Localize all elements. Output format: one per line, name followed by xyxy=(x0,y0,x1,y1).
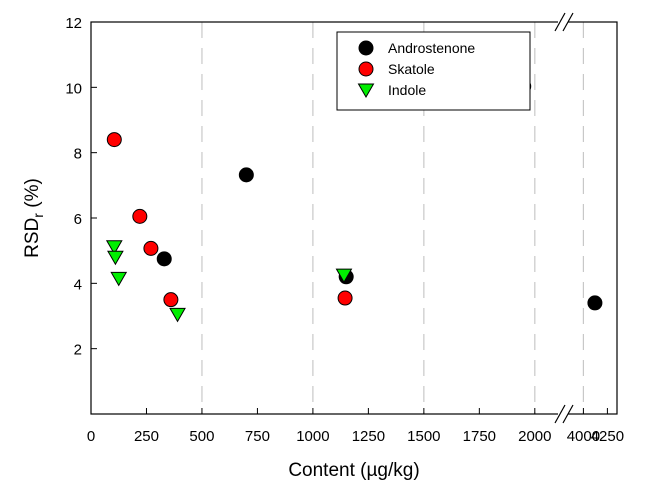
data-point-indole xyxy=(105,240,123,255)
x-tick-label: 4250 xyxy=(591,428,624,445)
data-point-androstenone xyxy=(238,167,254,183)
data-point-indole xyxy=(107,250,124,266)
data-points xyxy=(105,78,603,323)
data-point-skatole xyxy=(143,240,159,256)
y-tick-label: 2 xyxy=(74,342,82,359)
x-tick-label: 500 xyxy=(189,428,214,445)
legend-label: Skatole xyxy=(388,61,435,77)
data-point-skatole xyxy=(106,132,122,148)
data-point-skatole xyxy=(163,292,179,308)
y-axis-label-main: RSD xyxy=(22,218,43,258)
x-tick-label: 250 xyxy=(134,428,159,445)
legend: Androstenone Skatole Indole xyxy=(336,31,531,111)
axis-break-slash xyxy=(554,404,566,424)
y-tick-label: 12 xyxy=(65,15,82,32)
x-tick-label: 1500 xyxy=(407,428,440,445)
legend-label: Androstenone xyxy=(388,40,475,56)
axis-break-slash xyxy=(562,404,574,424)
x-tick-label: 0 xyxy=(87,428,95,445)
axis-break-gap xyxy=(558,20,568,24)
y-tick-label: 4 xyxy=(74,276,82,293)
legend-marker-androstenone xyxy=(358,40,374,56)
data-point-androstenone xyxy=(587,295,603,311)
data-point-androstenone xyxy=(156,251,172,267)
axis-break-gap xyxy=(558,412,568,416)
data-point-indole xyxy=(169,307,186,323)
data-point-indole xyxy=(335,268,353,284)
x-axis-label: Content (µg/kg) xyxy=(288,460,419,481)
data-point-skatole xyxy=(337,290,353,306)
y-tick-label: 8 xyxy=(74,146,82,163)
y-axis-label-suffix: (%) xyxy=(22,178,43,213)
x-tick-label: 1750 xyxy=(463,428,496,445)
axis-break-slash xyxy=(562,12,574,32)
y-tick-label: 6 xyxy=(74,211,82,228)
y-tick-label: 10 xyxy=(65,80,82,97)
legend-label: Indole xyxy=(388,82,426,98)
y-axis-label: RSDr (%) xyxy=(22,178,46,258)
legend-marker-skatole xyxy=(358,61,374,77)
y-axis-label-subscript: r xyxy=(30,213,46,218)
x-tick-label: 1250 xyxy=(352,428,385,445)
x-tick-label: 2000 xyxy=(518,428,551,445)
x-tick-label: 1000 xyxy=(296,428,329,445)
axis-break xyxy=(554,12,574,424)
x-tick-label: 750 xyxy=(245,428,270,445)
x-tick-label: 4000 xyxy=(567,428,600,445)
axis-break-slash xyxy=(554,12,566,32)
legend-marker-indole xyxy=(357,83,375,99)
data-point-skatole xyxy=(132,208,148,224)
y-axis-ticks: 2 4 6 8 10 12 xyxy=(65,15,97,359)
data-point-indole xyxy=(110,271,128,287)
